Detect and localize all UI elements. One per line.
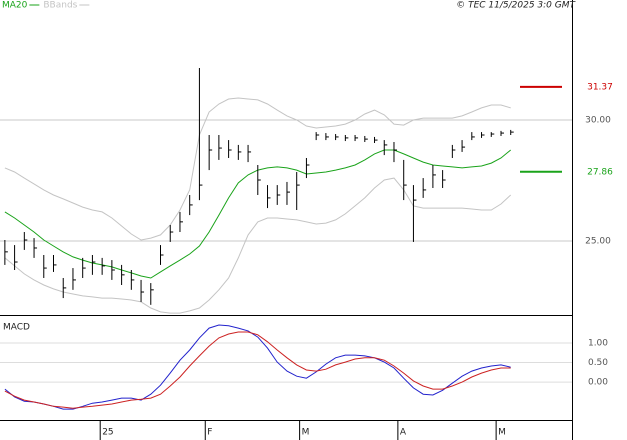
indicator-line [4, 324, 511, 410]
panel-title: MACD [3, 323, 30, 333]
x-tick-label: A [400, 428, 407, 438]
x-tick-label: M [302, 428, 310, 438]
y-tick-label: 1.00 [588, 338, 608, 348]
level-label: 27.86 [587, 167, 613, 177]
grid-layer [0, 119, 572, 383]
y-tick-label: 0.00 [588, 378, 608, 388]
y-tick-label: 30.00 [585, 116, 611, 126]
marks-layer [4, 67, 562, 410]
band-line [4, 97, 511, 241]
x-tick-label: M [498, 428, 506, 438]
x-tick-label: 25 [102, 428, 113, 438]
legend-label: MA20 [2, 1, 28, 11]
legend-label: BBands [43, 1, 77, 11]
copyright: © TEC 11/5/2025 3:0 GMT [456, 1, 576, 11]
x-tick-label: F [207, 428, 212, 438]
level-label: 31.37 [587, 82, 613, 92]
y-tick-label: 25.00 [585, 236, 611, 246]
band-line [4, 177, 512, 314]
indicator-line [4, 331, 511, 409]
y-tick-label: 0.50 [588, 358, 608, 368]
